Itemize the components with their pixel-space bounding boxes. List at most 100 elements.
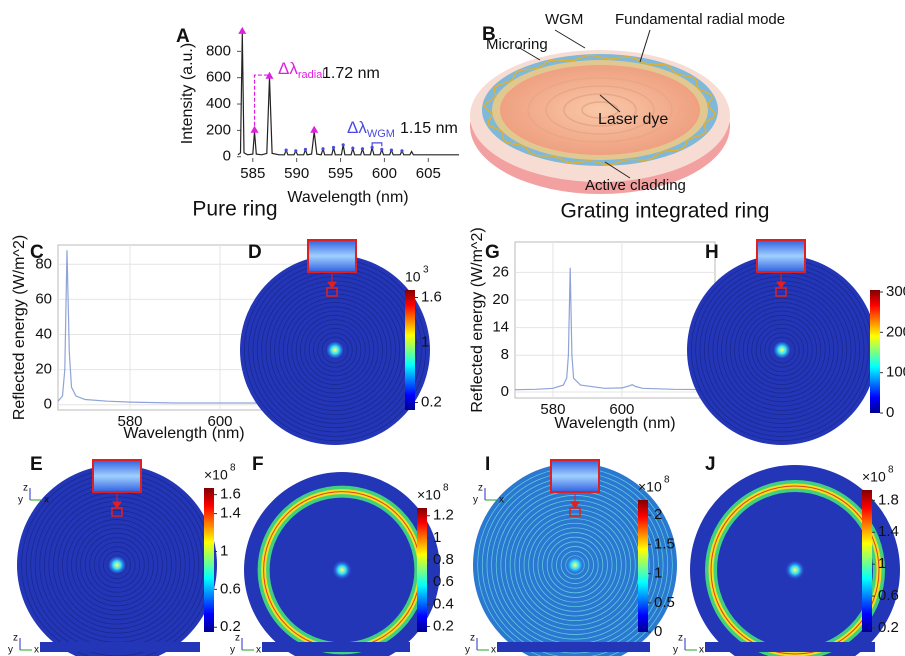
y-tick-label: 40 bbox=[35, 325, 52, 342]
field-ring bbox=[546, 536, 604, 594]
colorbar-multiplier: 10 bbox=[405, 269, 421, 285]
axis-letter: z bbox=[13, 633, 18, 644]
field-ring bbox=[551, 541, 599, 589]
peak-marker bbox=[360, 147, 365, 151]
colorbar-tick-label: 0.4 bbox=[433, 595, 454, 612]
field-ring bbox=[282, 297, 388, 403]
field-ring bbox=[542, 532, 608, 598]
panel-label: H bbox=[705, 242, 719, 263]
field-ring bbox=[321, 336, 349, 364]
annotation-subscript: WGM bbox=[367, 128, 395, 140]
field-ring bbox=[291, 306, 379, 394]
colorbar-tick-label: 0.8 bbox=[433, 551, 454, 568]
caption: Pure ring bbox=[192, 198, 277, 221]
panel-label: I bbox=[485, 454, 490, 475]
annotation-value: 1.72 nm bbox=[322, 65, 380, 82]
axis-letter: z bbox=[470, 633, 475, 644]
axis-letter: y bbox=[230, 645, 235, 656]
center-spot bbox=[565, 555, 585, 575]
y-axis-label: Reflected energy (W/m^2) bbox=[469, 227, 486, 412]
colorbar-multiplier: ×10 bbox=[638, 479, 662, 495]
peak-marker bbox=[321, 147, 325, 151]
colorbar-tick-label: 0.6 bbox=[433, 573, 454, 590]
center-spot bbox=[325, 340, 345, 360]
axis-letter: z bbox=[235, 633, 240, 644]
center-spot bbox=[772, 340, 792, 360]
x-tick-label: 605 bbox=[416, 165, 441, 182]
axis-letter: z bbox=[478, 483, 483, 494]
side-strip bbox=[497, 642, 650, 652]
y-tick-label: 0 bbox=[44, 396, 52, 413]
panel-label: A bbox=[176, 26, 190, 47]
x-axis-label: Wavelength (nm) bbox=[123, 425, 244, 442]
x-tick-label: 585 bbox=[240, 165, 265, 182]
inset-arrow bbox=[327, 274, 337, 289]
axis-letter: z bbox=[23, 483, 28, 494]
field-ring bbox=[287, 302, 383, 398]
field-ring bbox=[269, 284, 401, 416]
colorbar-exponent: 8 bbox=[888, 465, 894, 476]
diagram-label: Active cladding bbox=[585, 177, 686, 194]
x-tick-label: 600 bbox=[372, 165, 397, 182]
center-spot bbox=[107, 555, 127, 575]
field-ring bbox=[738, 306, 826, 394]
colorbar-tick-label: 1 bbox=[421, 333, 429, 350]
axis-letter: x bbox=[491, 645, 496, 656]
field-ring bbox=[734, 302, 830, 398]
field-ring bbox=[560, 550, 590, 580]
annotation: ΔλWGM bbox=[347, 118, 395, 139]
y-tick-label: 26 bbox=[492, 263, 509, 280]
grating-ring bbox=[509, 69, 691, 151]
colorbar-tick-label: 0.6 bbox=[878, 587, 899, 604]
diagram-label: Laser dye bbox=[598, 111, 668, 128]
peak-marker bbox=[370, 145, 374, 150]
inset-marker bbox=[326, 287, 338, 297]
wgm-wave bbox=[483, 54, 717, 166]
axis-letter: y bbox=[473, 495, 478, 506]
annotation-value: 1.15 nm bbox=[400, 120, 458, 137]
panel-label: D bbox=[248, 242, 262, 263]
diagram-label: Microring bbox=[486, 36, 548, 53]
field-ring bbox=[62, 510, 172, 620]
x-tick-label: 590 bbox=[284, 165, 309, 182]
field-ring bbox=[721, 289, 843, 411]
panel-label: J bbox=[705, 454, 716, 475]
peak-marker bbox=[380, 147, 384, 152]
axis-letter: y bbox=[18, 495, 23, 506]
y-tick-label: 0 bbox=[223, 148, 231, 165]
field-ring bbox=[274, 289, 396, 411]
peak-marker bbox=[294, 149, 298, 153]
field-ring bbox=[304, 319, 366, 381]
x-axis-label: Wavelength (nm) bbox=[554, 415, 675, 432]
field-ring bbox=[532, 522, 618, 608]
colorbar-tick-label: 0.6 bbox=[220, 580, 241, 597]
x-tick-label: 580 bbox=[540, 401, 565, 418]
colorbar bbox=[405, 290, 415, 410]
field-ring bbox=[80, 528, 154, 602]
colorbar bbox=[417, 508, 427, 632]
center-spot bbox=[332, 560, 352, 580]
field-ring bbox=[300, 315, 370, 385]
panel-label: G bbox=[485, 242, 500, 263]
field-ring bbox=[760, 328, 804, 372]
field-ring bbox=[308, 323, 362, 377]
y-tick-label: 400 bbox=[206, 95, 231, 112]
grating-ring bbox=[545, 85, 655, 135]
field-ring bbox=[317, 332, 353, 368]
x-tick-label: 595 bbox=[328, 165, 353, 182]
inset-marker bbox=[569, 507, 581, 517]
field-ring bbox=[755, 323, 809, 377]
pointer bbox=[599, 94, 621, 113]
axis-letter: x bbox=[44, 495, 49, 506]
axis-letter: x bbox=[34, 645, 39, 656]
y-tick-label: 0 bbox=[501, 383, 509, 400]
inset bbox=[756, 239, 806, 273]
field-ring bbox=[98, 546, 136, 584]
colorbar-tick-label: 1.6 bbox=[220, 486, 241, 503]
field-ring bbox=[708, 276, 856, 424]
field-ring bbox=[71, 519, 163, 611]
field-ring bbox=[747, 315, 817, 385]
colorbar bbox=[862, 490, 872, 632]
peak-marker bbox=[265, 71, 274, 79]
